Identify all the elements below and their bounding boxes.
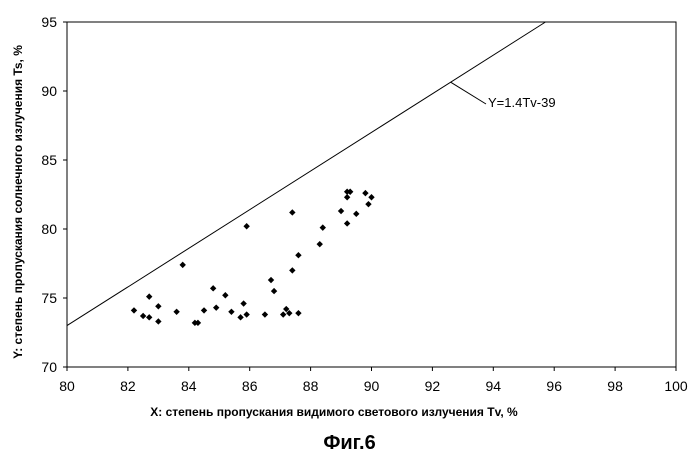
x-tick-label: 94 [486,378,502,394]
x-tick-label: 90 [364,378,380,394]
x-axis-label: X: степень пропускания видимого световог… [150,405,518,419]
data-point [320,224,326,230]
x-tick-label: 92 [425,378,441,394]
data-point [344,220,350,226]
data-point [155,303,161,309]
reference-line-leader [451,82,486,104]
y-tick-label: 90 [41,83,57,99]
y-tick-label: 80 [41,221,57,237]
data-point [213,304,219,310]
x-tick-label: 88 [303,378,319,394]
y-tick-label: 70 [41,359,57,375]
data-point [362,190,368,196]
data-point [222,292,228,298]
data-point [240,300,246,306]
x-tick-label: 98 [607,378,623,394]
data-point [243,223,249,229]
data-points [131,189,375,327]
data-point [140,313,146,319]
x-axis-ticks: 80 82 84 86 88 90 92 94 96 98 100 [59,367,688,394]
data-point [295,252,301,258]
y-tick-label: 85 [41,152,57,168]
data-point [368,194,374,200]
data-point [155,318,161,324]
data-point [210,285,216,291]
x-tick-label: 86 [242,378,258,394]
data-point [280,311,286,317]
y-axis-ticks: 70 75 80 85 90 95 [41,14,67,375]
data-point [289,209,295,215]
data-point [131,307,137,313]
data-point [146,314,152,320]
data-point [317,241,323,247]
data-point [228,309,234,315]
data-point [146,293,152,299]
data-point [180,262,186,268]
x-tick-label: 82 [120,378,136,394]
x-tick-label: 84 [181,378,197,394]
data-point [262,311,268,317]
y-axis-label: Y: степень пропускания солнечного излуче… [11,45,25,359]
data-point [237,314,243,320]
data-point [173,309,179,315]
data-point [243,311,249,317]
x-tick-label: 96 [546,378,562,394]
data-point [201,307,207,313]
data-point [365,201,371,207]
x-tick-label: 80 [59,378,75,394]
y-tick-label: 75 [41,290,57,306]
data-point [289,267,295,273]
figure-caption: Фиг.6 [0,432,699,455]
reference-line-label: Y=1.4Tv-39 [488,95,556,110]
x-tick-label: 100 [664,378,688,394]
data-point [353,211,359,217]
data-point [295,310,301,316]
data-point [338,208,344,214]
data-point [268,277,274,283]
y-tick-label: 95 [41,14,57,30]
data-point [344,194,350,200]
data-point [271,288,277,294]
reference-line [67,22,546,326]
